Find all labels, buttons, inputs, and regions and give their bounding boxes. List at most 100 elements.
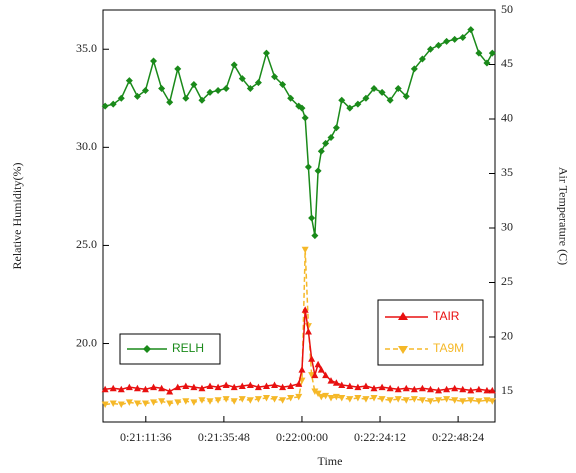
point-marker xyxy=(418,397,426,404)
point-marker xyxy=(125,383,133,391)
point-marker xyxy=(338,96,346,104)
point-marker xyxy=(182,398,190,405)
point-marker xyxy=(230,383,238,391)
point-marker xyxy=(206,88,214,96)
point-marker xyxy=(287,382,295,390)
y2-tick-label: 30 xyxy=(501,220,513,234)
point-marker xyxy=(483,59,491,67)
y2-tick-label: 45 xyxy=(501,56,513,70)
legend-marker xyxy=(398,312,408,320)
point-marker xyxy=(386,96,394,104)
point-marker xyxy=(386,384,394,392)
point-marker xyxy=(117,94,125,102)
point-marker xyxy=(190,399,198,406)
point-marker xyxy=(327,134,335,142)
point-marker xyxy=(101,401,109,409)
point-marker xyxy=(451,384,459,392)
point-marker xyxy=(295,380,303,387)
point-marker xyxy=(246,84,254,92)
point-marker xyxy=(238,382,246,390)
legend-marker xyxy=(398,346,408,354)
point-marker xyxy=(304,163,312,171)
point-marker xyxy=(308,214,316,222)
point-marker xyxy=(475,385,483,393)
point-marker xyxy=(301,246,309,254)
point-marker xyxy=(298,366,306,373)
point-marker xyxy=(332,124,340,132)
x-tick-label: 0:22:24:12 xyxy=(354,430,406,444)
point-marker xyxy=(133,400,141,407)
point-marker xyxy=(101,102,109,110)
point-marker xyxy=(109,100,117,108)
point-marker xyxy=(271,381,279,388)
point-marker xyxy=(467,397,475,404)
x-tick-label: 0:22:00:00 xyxy=(276,430,328,444)
legend-label: TAIR xyxy=(433,309,460,323)
point-marker xyxy=(346,396,354,403)
point-marker xyxy=(308,372,316,379)
legend-marker xyxy=(143,345,151,353)
point-marker xyxy=(182,382,190,390)
point-marker xyxy=(362,396,370,403)
point-marker xyxy=(206,398,214,405)
point-marker xyxy=(435,41,443,49)
point-marker xyxy=(222,396,230,403)
point-marker xyxy=(158,84,166,92)
point-marker xyxy=(141,400,149,407)
point-marker xyxy=(166,387,174,395)
y2-tick-label: 40 xyxy=(501,111,513,125)
point-marker xyxy=(254,383,262,391)
point-marker xyxy=(402,384,410,392)
point-marker xyxy=(311,371,319,379)
point-marker xyxy=(206,382,214,390)
point-marker xyxy=(459,33,467,41)
point-marker xyxy=(322,139,330,147)
point-marker xyxy=(443,37,451,45)
point-marker xyxy=(198,397,206,404)
y-tick-label: 20.0 xyxy=(76,335,97,349)
y2-tick-label: 35 xyxy=(501,165,513,179)
point-marker xyxy=(426,45,434,53)
point-marker xyxy=(279,81,287,89)
point-marker xyxy=(158,384,166,392)
point-marker xyxy=(222,381,230,388)
point-marker xyxy=(317,147,325,155)
point-marker xyxy=(304,328,312,335)
point-marker xyxy=(451,397,459,404)
y2-tick-label: 20 xyxy=(501,329,513,343)
point-marker xyxy=(308,355,316,362)
point-marker xyxy=(246,397,254,404)
point-marker xyxy=(435,397,443,404)
point-marker xyxy=(314,167,322,175)
point-marker xyxy=(418,55,426,63)
point-marker xyxy=(214,397,222,404)
point-marker xyxy=(394,385,402,393)
point-marker xyxy=(141,385,149,393)
point-marker xyxy=(370,384,378,392)
point-marker xyxy=(279,383,287,391)
y2-tick-label: 50 xyxy=(501,2,513,16)
x-axis-label: Time xyxy=(318,454,343,468)
point-marker xyxy=(483,386,491,394)
point-marker xyxy=(174,383,182,391)
point-marker xyxy=(402,92,410,100)
point-marker xyxy=(354,395,362,402)
point-marker xyxy=(198,96,206,104)
point-marker xyxy=(311,232,319,240)
point-marker xyxy=(410,65,418,73)
point-marker xyxy=(426,398,434,405)
point-marker xyxy=(451,35,459,43)
point-marker xyxy=(311,388,319,395)
point-marker xyxy=(322,392,330,400)
point-marker xyxy=(246,381,254,388)
point-marker xyxy=(174,399,182,406)
x-tick-label: 0:21:11:36 xyxy=(120,430,172,444)
point-marker xyxy=(386,397,394,404)
point-marker xyxy=(338,395,346,402)
point-marker xyxy=(238,75,246,83)
point-marker xyxy=(117,401,125,409)
point-marker xyxy=(327,377,335,384)
point-marker xyxy=(262,49,270,57)
point-marker xyxy=(262,395,270,402)
